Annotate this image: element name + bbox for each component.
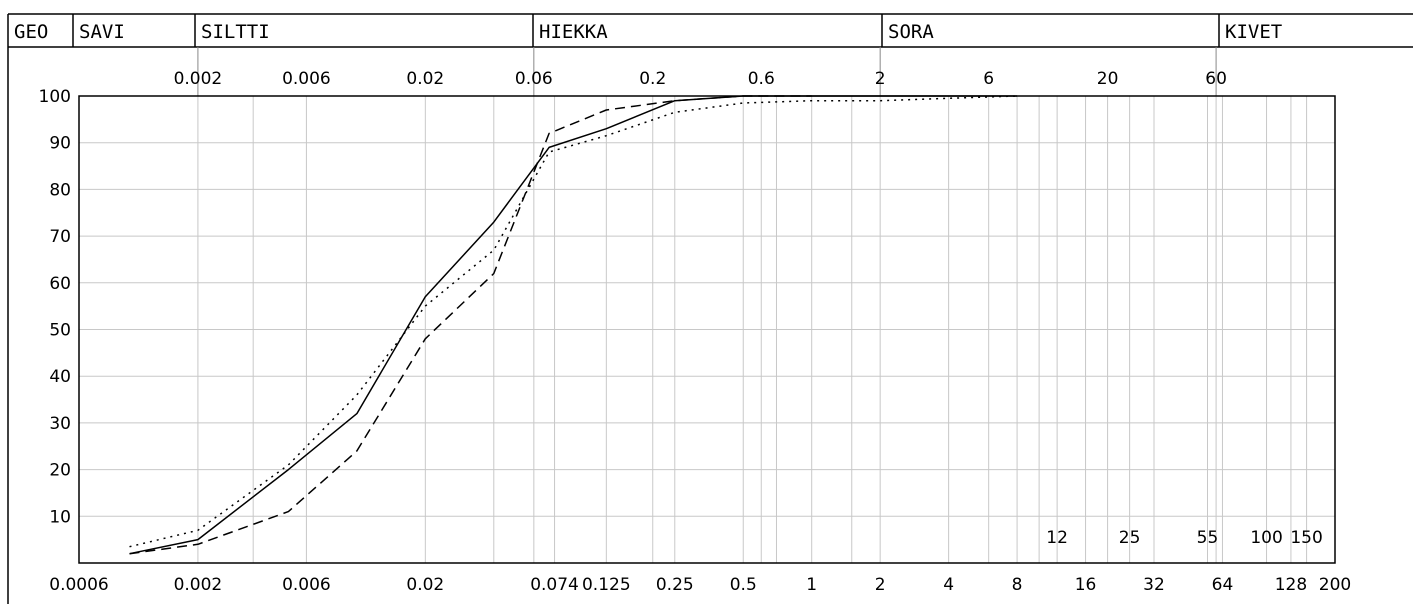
tick-labels: 10 20 30 40 50 60 70 80 90 100 0.0006 0.002 0.006 0.0…: [39, 69, 1352, 595]
inner-tick-label-25: 25: [1119, 528, 1141, 548]
plot-frame: [78, 95, 1336, 564]
top-tick-label-0-06: 0.06: [515, 69, 553, 89]
header-cell-savi: SAVI: [79, 21, 125, 43]
header-cell-geo: GEO: [14, 21, 48, 43]
grid-lines: [79, 96, 1335, 563]
y-tick-label-10: 10: [49, 507, 71, 527]
x-tick-label-16: 16: [1075, 575, 1097, 595]
x-tick-label-0-125: 0.125: [582, 575, 631, 595]
top-tick-label-2: 2: [875, 69, 886, 89]
inner-tick-label-55: 55: [1197, 528, 1219, 548]
x-tick-label-200: 200: [1319, 575, 1351, 595]
y-tick-label-50: 50: [49, 321, 71, 341]
x-tick-label-0-074: 0.074: [530, 575, 579, 595]
x-tick-label-0-006: 0.006: [282, 575, 331, 595]
x-tick-label-1: 1: [806, 575, 817, 595]
top-tick-label-0-02: 0.02: [406, 69, 444, 89]
series-line-dotted: [129, 95, 1018, 548]
x-tick-label-128: 128: [1275, 575, 1307, 595]
x-tick-label-0-002: 0.002: [174, 575, 223, 595]
plot-border: [78, 95, 1336, 564]
series-line-solid: [129, 95, 1018, 555]
x-tick-label-2: 2: [875, 575, 886, 595]
y-tick-label-60: 60: [49, 274, 71, 294]
inner-tick-label-150: 150: [1290, 528, 1322, 548]
header-cell-siltti: SILTTI: [201, 21, 270, 43]
inner-tick-label-12: 12: [1046, 528, 1068, 548]
y-tick-label-80: 80: [49, 180, 71, 200]
x-tick-label-0-5: 0.5: [730, 575, 757, 595]
top-tick-label-60: 60: [1205, 69, 1227, 89]
inner-tick-label-100: 100: [1250, 528, 1282, 548]
top-tick-label-0-002: 0.002: [174, 69, 223, 89]
x-tick-label-64: 64: [1212, 575, 1234, 595]
header-cell-sora: SORA: [888, 21, 934, 43]
top-tick-label-20: 20: [1097, 69, 1119, 89]
y-tick-label-30: 30: [49, 414, 71, 434]
x-tick-label-4: 4: [943, 575, 954, 595]
top-tick-label-0-6: 0.6: [748, 69, 775, 89]
y-tick-label-20: 20: [49, 461, 71, 481]
series-group: [129, 95, 1018, 555]
y-tick-label-70: 70: [49, 227, 71, 247]
x-tick-label-0-02: 0.02: [406, 575, 444, 595]
y-tick-label-100: 100: [39, 87, 71, 107]
y-tick-label-40: 40: [49, 367, 71, 387]
top-tick-label-0-006: 0.006: [282, 69, 331, 89]
y-tick-label-90: 90: [49, 134, 71, 154]
soil-class-header: GEO SAVI SILTTI HIEKKA SORA KIVET: [7, 13, 1413, 604]
x-tick-label-0-25: 0.25: [656, 575, 694, 595]
x-tick-label-32: 32: [1143, 575, 1165, 595]
x-tick-label-8: 8: [1012, 575, 1023, 595]
x-tick-label-0-0006: 0.0006: [49, 575, 108, 595]
top-tick-label-6: 6: [983, 69, 994, 89]
header-cell-hiekka: HIEKKA: [539, 21, 608, 43]
header-cell-kivet: KIVET: [1225, 21, 1282, 43]
series-line-dashed: [129, 95, 812, 555]
top-tick-label-0-2: 0.2: [639, 69, 666, 89]
